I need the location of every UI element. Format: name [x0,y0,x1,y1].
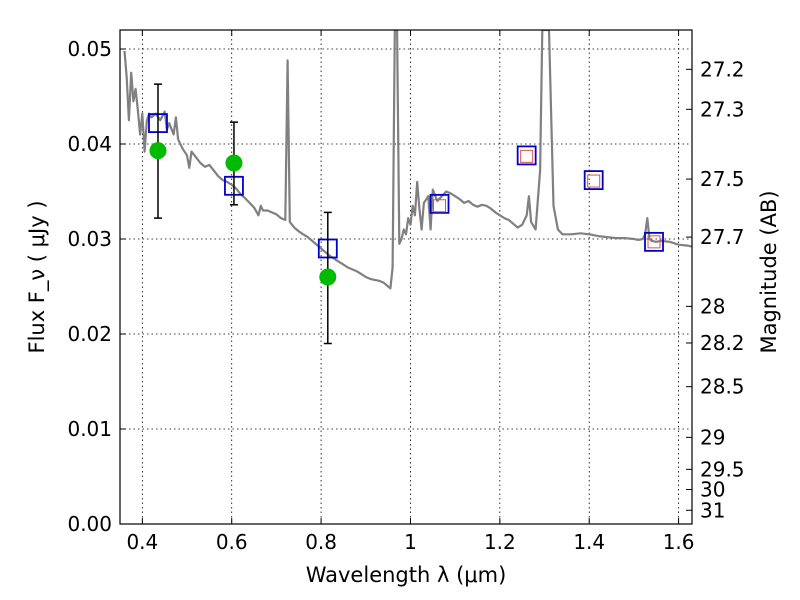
x-tick-label: 0.4 [126,530,158,554]
y2-tick-label: 29 [700,425,725,449]
model-flux-square [516,145,537,166]
x-tick-label: 1.2 [484,530,516,554]
y-tick-label: 0.04 [67,132,112,156]
model-flux-square [644,231,664,252]
plot-frame [119,29,693,525]
observed-flux-point [225,154,243,172]
y-tick-label: 0.02 [67,322,112,346]
y-tick-label: 0.03 [67,227,112,251]
model-spectrum-line [123,30,692,290]
y2-tick-label: 27.7 [700,225,745,249]
x-tick-label: 1.6 [663,530,695,554]
observed-flux-point [149,142,167,160]
y2-tick-label: 27.5 [700,167,745,191]
tick-marks: 0.4 0.6 0.8 1 1.2 1.4 1.6 0.00 0.01 0.02 0.03 0.04 0… [67,30,745,554]
upper-limit-square [433,199,447,213]
x-axis-label: Wavelength λ (μm) [306,563,507,587]
y2-tick-label: 29.5 [700,457,745,481]
upper-limit-square [587,174,601,188]
x-tick-label: 0.8 [305,530,337,554]
data-layer [123,30,692,345]
y2-tick-label: 30 [700,478,725,502]
x-tick-label: 1.4 [573,530,605,554]
x-tick-label: 1 [404,530,417,554]
y2-tick-label: 31 [700,498,725,522]
y2-tick-label: 28.5 [700,375,745,399]
model-flux-square [583,170,604,191]
y-tick-label: 0.01 [67,417,112,441]
y2-tick-label: 28.2 [700,331,745,355]
observed-flux-point [319,268,337,286]
y-axis-label: Flux F_ν ( μJy ) [25,200,50,353]
y2-tick-label: 27.3 [700,97,745,121]
x-tick-label: 0.6 [216,530,248,554]
y2-tick-label: 28 [700,294,725,318]
y2-tick-label: 27.2 [700,57,745,81]
y-tick-label: 0.05 [67,37,112,61]
y2-axis-label: Magnitude (AB) [757,190,781,353]
model-flux-square [429,193,450,214]
y-tick-label: 0.00 [67,512,112,536]
upper-limit-square [520,149,534,163]
upper-limit-square [647,235,661,249]
grid-lines [120,30,692,525]
